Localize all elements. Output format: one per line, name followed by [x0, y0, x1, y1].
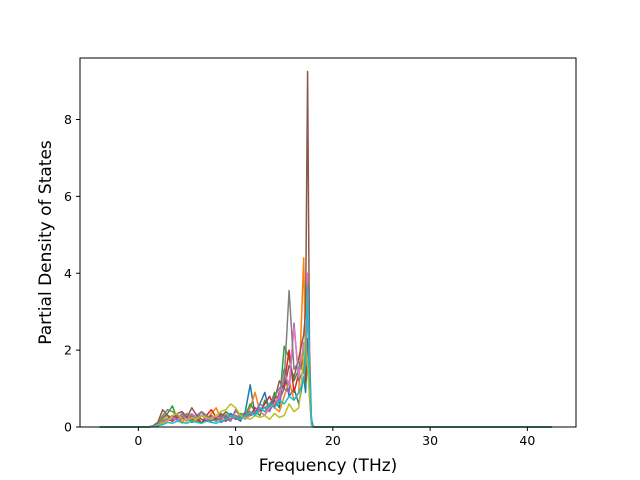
x-tick-label: 10: [228, 433, 244, 448]
x-axis-label: Frequency (THz): [259, 456, 398, 476]
y-tick-label: 8: [64, 112, 72, 127]
x-axis: 0 10 20 30 40: [134, 427, 535, 448]
plot-frame: [79, 57, 577, 428]
x-tick-label: 30: [422, 433, 438, 448]
y-tick-label: 6: [64, 189, 72, 204]
series-line-10: [99, 284, 552, 428]
series-group: [99, 70, 552, 428]
y-axis: 0 2 4 6 8: [64, 112, 80, 435]
x-tick-label: 40: [519, 433, 535, 448]
y-tick-label: 0: [64, 420, 72, 435]
y-axis-label: Partial Density of States: [36, 140, 56, 345]
series-line-3: [99, 345, 552, 428]
x-tick-label: 20: [325, 433, 341, 448]
x-tick-label: 0: [134, 433, 142, 448]
y-tick-label: 4: [64, 266, 72, 281]
y-tick-label: 2: [64, 343, 72, 358]
